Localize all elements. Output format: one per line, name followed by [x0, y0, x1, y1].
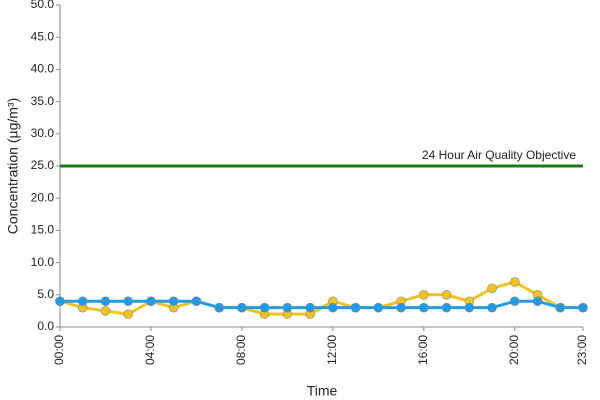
y-tick-label: 20.0	[31, 190, 55, 204]
x-tick-label: 00:00	[52, 335, 66, 365]
data-point	[328, 302, 338, 313]
x-tick-label: 23:00	[575, 335, 589, 365]
data-point	[487, 283, 497, 294]
y-tick-label: 35.0	[31, 94, 55, 108]
y-tick-label: 45.0	[31, 29, 55, 43]
data-point	[373, 302, 384, 313]
data-point	[350, 302, 361, 313]
data-point	[237, 302, 247, 313]
data-point	[191, 296, 202, 307]
data-point	[259, 302, 270, 313]
y-tick-label: 25.0	[31, 158, 55, 172]
data-point	[532, 296, 543, 307]
data-point	[419, 302, 429, 313]
data-point	[214, 302, 224, 313]
data-point	[419, 289, 429, 300]
series-line	[59, 280, 583, 316]
x-tick-label: 08:00	[234, 335, 248, 365]
data-point	[441, 302, 452, 313]
data-point	[55, 296, 65, 307]
data-point	[487, 302, 497, 313]
x-tick-label: 12:00	[325, 335, 339, 365]
x-axis-label: Time	[307, 383, 338, 399]
y-tick-label: 50.0	[31, 0, 55, 11]
data-point	[146, 296, 156, 307]
data-point	[100, 296, 111, 307]
data-point	[396, 302, 406, 313]
data-point	[441, 289, 452, 300]
x-tick-label: 20:00	[507, 335, 521, 365]
data-point	[305, 302, 315, 313]
y-tick-label: 0.0	[37, 319, 54, 333]
x-tick-label: 04:00	[143, 335, 157, 365]
y-tick-label: 15.0	[31, 223, 55, 237]
data-point	[555, 302, 566, 313]
reference-label: 24 Hour Air Quality Objective	[422, 148, 576, 162]
data-point	[77, 296, 88, 307]
y-tick-label: 10.0	[31, 255, 55, 269]
data-point	[282, 302, 293, 313]
y-tick-label: 30.0	[31, 126, 55, 140]
data-point	[509, 277, 520, 287]
y-tick-label: 40.0	[31, 62, 55, 76]
data-point	[464, 302, 475, 313]
data-point	[123, 296, 134, 307]
data-point	[509, 296, 520, 307]
data-point	[123, 309, 134, 319]
data-point	[168, 296, 179, 307]
data-point	[100, 306, 111, 316]
data-point	[578, 302, 588, 313]
y-tick-label: 5.0	[37, 287, 54, 301]
y-axis-label: Concentration (µg/m³)	[5, 98, 21, 234]
x-tick-label: 16:00	[416, 335, 430, 365]
